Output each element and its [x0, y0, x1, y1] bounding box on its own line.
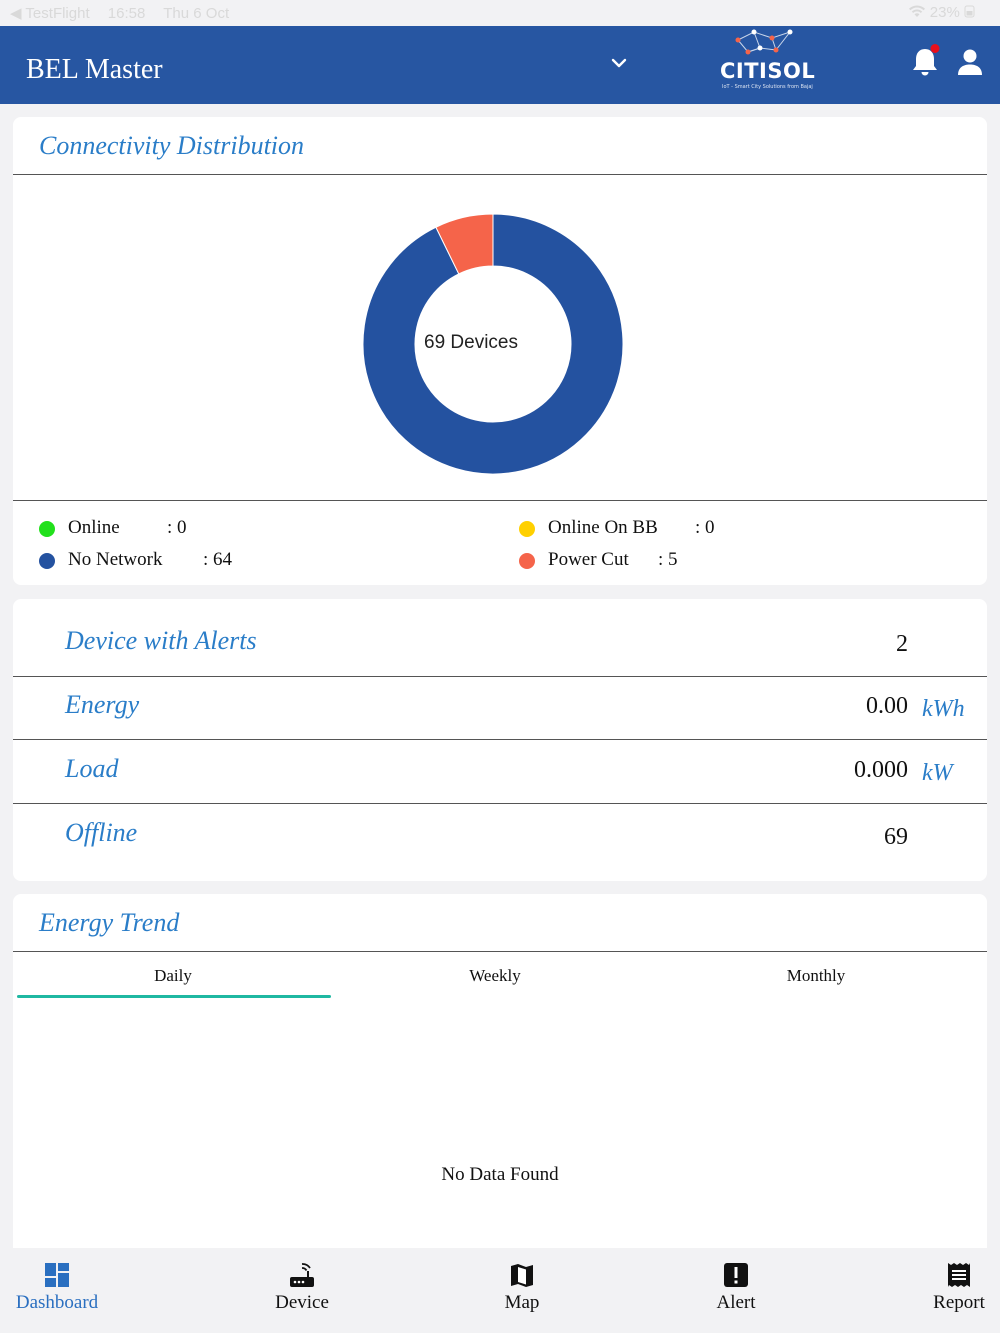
battery-icon	[964, 4, 976, 21]
energy-trend-card: Energy Trend Daily Weekly Monthly No Dat…	[13, 894, 987, 1254]
divider	[13, 803, 987, 804]
metric-unit: kWh	[922, 696, 965, 722]
divider	[13, 739, 987, 740]
connectivity-card: Connectivity Distribution 69 Devices Onl…	[13, 117, 987, 585]
nav-alert[interactable]: Alert	[706, 1262, 766, 1314]
nav-label: Dashboard	[15, 1292, 99, 1313]
site-title: BEL Master	[26, 54, 163, 85]
metrics-card: Device with Alerts 2 Energy 0.00 kWh Loa…	[13, 599, 987, 881]
metric-value: 2	[896, 631, 908, 657]
nav-dashboard[interactable]: Dashboard	[13, 1262, 101, 1314]
legend-label: Online On BB	[548, 517, 658, 538]
battery-percent: 23%	[929, 4, 960, 21]
no-data-message: No Data Found	[441, 1164, 559, 1185]
donut-slice-no-network[interactable]	[362, 213, 624, 475]
metric-value: 0.00	[866, 693, 908, 719]
metric-value: 0.000	[854, 757, 908, 783]
chevron-down-icon[interactable]	[608, 52, 630, 74]
metric-row-offline[interactable]: Offline 69	[13, 804, 987, 868]
legend-dot-online-on-bb	[519, 521, 535, 537]
legend-value: : 64	[203, 549, 233, 570]
logo-tagline: IoT - Smart City Solutions from Bajaj	[722, 84, 813, 90]
receipt-icon	[948, 1263, 970, 1287]
map-icon	[511, 1264, 533, 1287]
citisol-logo: CITISOL IoT - Smart City Solutions from …	[716, 26, 828, 96]
legend-value: : 0	[167, 517, 187, 538]
bottom-tab-bar: Dashboard Device Map Alert	[0, 1248, 1000, 1333]
divider	[13, 500, 987, 501]
divider	[13, 951, 987, 952]
nav-label: Report	[933, 1292, 985, 1313]
active-tab-indicator	[17, 995, 331, 998]
legend-label: Online	[68, 517, 120, 538]
tab-daily[interactable]: Daily	[154, 966, 192, 985]
tab-monthly[interactable]: Monthly	[786, 966, 846, 985]
metric-label: Load	[65, 754, 119, 783]
back-to-app-link[interactable]: ◀ TestFlight	[10, 5, 90, 22]
legend-dot-no-network	[39, 553, 55, 569]
legend-label: No Network	[68, 549, 163, 570]
metric-row-energy[interactable]: Energy 0.00 kWh	[13, 677, 987, 741]
dashboard-icon	[45, 1263, 69, 1287]
metric-row-load[interactable]: Load 0.000 kW	[13, 740, 987, 804]
connectivity-donut-chart	[362, 213, 624, 475]
app-header: BEL Master CITISOL IoT - Smart City Solu…	[0, 26, 1000, 104]
nav-device[interactable]: Device	[262, 1262, 342, 1314]
nav-label: Map	[504, 1292, 540, 1313]
nav-report[interactable]: Report	[926, 1262, 992, 1314]
router-icon	[290, 1263, 314, 1287]
metric-unit: kW	[922, 760, 953, 786]
legend-label: Power Cut	[548, 549, 629, 570]
nav-map[interactable]: Map	[492, 1262, 552, 1314]
logo-wordmark: CITISOL	[720, 59, 815, 83]
legend-value: : 0	[695, 517, 715, 538]
metric-label: Energy	[65, 690, 140, 719]
wifi-icon	[908, 4, 930, 21]
status-time: 16:58	[107, 5, 146, 22]
tab-weekly[interactable]: Weekly	[469, 966, 521, 985]
divider	[13, 676, 987, 677]
metric-row-alerts[interactable]: Device with Alerts 2	[13, 599, 987, 663]
legend-dot-power-cut	[519, 553, 535, 569]
metric-value: 69	[884, 824, 908, 850]
divider	[13, 174, 987, 175]
status-date: Thu 6 Oct	[163, 5, 230, 22]
connectivity-title: Connectivity Distribution	[39, 131, 305, 160]
legend-value: : 5	[658, 549, 678, 570]
nav-label: Alert	[716, 1292, 756, 1313]
metric-label: Offline	[65, 818, 138, 847]
metric-label: Device with Alerts	[65, 626, 257, 655]
user-icon[interactable]	[956, 48, 984, 76]
energy-trend-title: Energy Trend	[39, 908, 180, 937]
donut-center-label: 69 Devices	[424, 332, 518, 353]
bell-icon[interactable]	[910, 44, 940, 78]
alert-icon	[724, 1263, 748, 1287]
legend-dot-online	[39, 521, 55, 537]
nav-label: Device	[275, 1292, 329, 1313]
status-bar: ◀ TestFlight 16:58 Thu 6 Oct 23%	[0, 0, 1000, 26]
